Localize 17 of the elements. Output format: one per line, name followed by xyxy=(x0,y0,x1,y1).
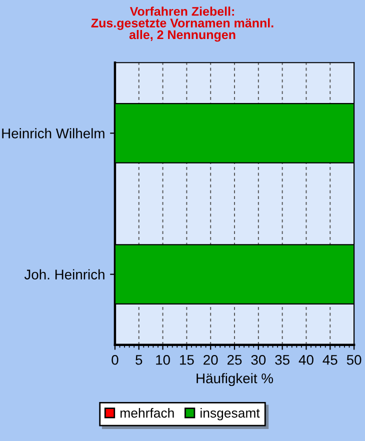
x-tick-label: 15 xyxy=(180,355,194,365)
chart-title: Vorfahren Ziebell: Zus.gesetzte Vornamen männl. alle, 2 Nennungen xyxy=(91,6,274,42)
x-tick-label: 50 xyxy=(346,354,362,365)
x-axis-title: Häufigkeit % xyxy=(196,373,274,386)
y-tick-label: Heinrich Wilhelm xyxy=(2,128,104,138)
x-tick-label: 40 xyxy=(298,354,314,365)
x-tick-label: 0 xyxy=(112,354,118,365)
x-tick-label: 45 xyxy=(322,355,338,365)
x-tick-label: 20 xyxy=(204,354,218,365)
legend-label: insgesamt xyxy=(200,408,260,420)
x-tick-label: 35 xyxy=(275,354,290,365)
x-tick-label: 10 xyxy=(156,354,170,365)
x-tick-label: 30 xyxy=(251,354,266,365)
y-tick-label: Joh. Heinrich xyxy=(24,269,104,280)
x-tick-label: 25 xyxy=(227,354,242,365)
x-tick-label: 5 xyxy=(136,355,142,365)
legend-label: mehrfach xyxy=(120,408,174,418)
